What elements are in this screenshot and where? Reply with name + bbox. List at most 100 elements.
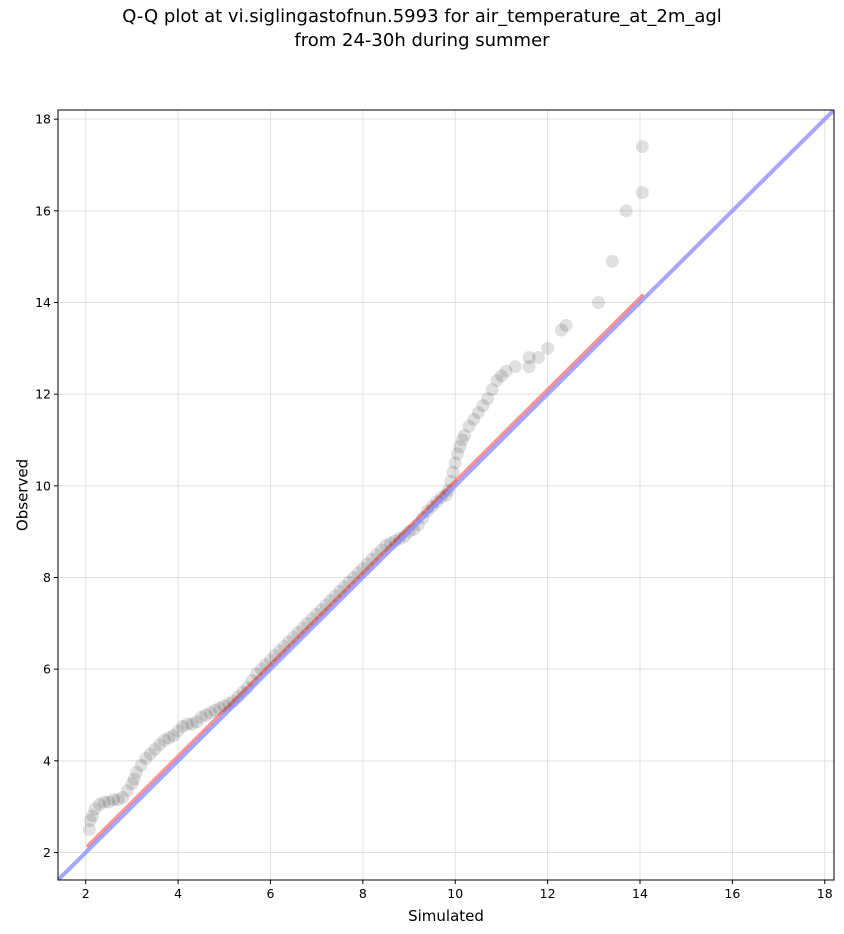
data-point xyxy=(508,360,522,374)
data-point xyxy=(471,406,485,419)
data-point xyxy=(139,752,153,766)
data-point xyxy=(448,456,462,470)
data-point xyxy=(481,392,495,406)
data-point xyxy=(116,791,130,804)
y-tick-label: 6 xyxy=(43,662,51,677)
x-tick-label: 12 xyxy=(540,886,556,901)
data-point xyxy=(591,296,605,309)
points-layer xyxy=(82,140,649,837)
data-point xyxy=(176,719,190,733)
x-tick-label: 10 xyxy=(447,886,463,901)
y-tick: 8 xyxy=(43,570,58,585)
x-tick-label: 8 xyxy=(359,886,367,901)
data-point xyxy=(194,710,208,724)
y-tick-label: 12 xyxy=(35,387,51,402)
data-point xyxy=(619,204,633,218)
x-tick: 4 xyxy=(174,880,182,901)
data-point xyxy=(476,399,490,413)
x-tick: 12 xyxy=(540,880,556,901)
x-tick-label: 14 xyxy=(632,886,648,901)
data-point xyxy=(153,738,167,752)
data-point xyxy=(559,318,573,332)
x-tick-label: 18 xyxy=(817,886,833,901)
data-point xyxy=(457,428,471,442)
fit-line xyxy=(86,293,645,848)
y-tick: 2 xyxy=(43,845,58,860)
data-point xyxy=(635,186,649,199)
x-tick: 16 xyxy=(724,880,740,901)
data-point xyxy=(522,360,536,374)
y-tick-label: 16 xyxy=(35,203,51,218)
data-point xyxy=(88,802,102,816)
x-tick-label: 2 xyxy=(82,886,90,901)
data-point xyxy=(148,742,162,756)
data-point xyxy=(185,717,199,731)
y-tick: 18 xyxy=(35,112,58,127)
data-point xyxy=(462,419,476,433)
y-tick-label: 18 xyxy=(35,112,51,127)
chart-title-line-1: Q-Q plot at vi.siglingastofnun.5993 for … xyxy=(122,6,722,27)
data-point xyxy=(446,465,460,479)
y-tick: 4 xyxy=(43,753,58,768)
x-tick: 10 xyxy=(447,880,463,901)
data-point xyxy=(190,715,204,729)
y-axis-label: Observed xyxy=(13,459,31,531)
data-point xyxy=(143,747,157,761)
x-tick-label: 16 xyxy=(724,886,740,901)
data-point xyxy=(531,351,545,364)
data-point xyxy=(522,351,536,364)
y-tick: 16 xyxy=(35,203,58,218)
y-tick-label: 10 xyxy=(35,478,51,493)
data-point xyxy=(208,703,222,717)
y-tick: 6 xyxy=(43,662,58,677)
data-point xyxy=(130,765,144,779)
x-axis-ticks: 2 4 6 8 10 12 14 16 18 xyxy=(82,880,833,901)
data-point xyxy=(82,823,96,837)
data-point xyxy=(134,758,148,772)
data-point xyxy=(213,701,227,715)
y-axis-ticks: 2 4 6 8 10 12 14 16 18 xyxy=(35,112,58,860)
data-point xyxy=(166,729,180,743)
y-tick-label: 4 xyxy=(43,753,51,768)
plot-frame xyxy=(57,109,835,881)
x-axis-label: Simulated xyxy=(408,907,484,925)
data-point xyxy=(180,717,194,731)
grid-layer xyxy=(58,110,834,880)
data-point xyxy=(490,373,504,387)
fit-line-layer xyxy=(86,293,645,848)
x-tick-label: 4 xyxy=(174,886,182,901)
data-point xyxy=(120,784,134,798)
data-point xyxy=(171,724,185,738)
data-point xyxy=(125,777,139,791)
x-tick: 18 xyxy=(817,880,833,901)
data-point xyxy=(106,793,120,807)
y-tick: 14 xyxy=(35,295,58,310)
data-point xyxy=(86,809,100,823)
data-point xyxy=(93,797,107,811)
data-point xyxy=(97,795,111,809)
data-point xyxy=(499,364,513,378)
data-point xyxy=(203,706,217,720)
y-tick: 12 xyxy=(35,387,58,402)
data-point xyxy=(554,323,568,337)
data-point xyxy=(605,254,619,268)
data-point xyxy=(541,341,555,355)
data-point xyxy=(83,813,97,827)
data-point xyxy=(451,447,465,461)
y-tick-label: 8 xyxy=(43,570,51,585)
chart-title-line-2: from 24-30h during summer xyxy=(294,30,550,51)
data-point xyxy=(453,440,467,454)
data-point xyxy=(102,795,116,809)
x-tick: 14 xyxy=(632,880,648,901)
x-tick-label: 6 xyxy=(266,886,274,901)
data-point xyxy=(467,412,481,426)
data-point xyxy=(494,369,508,383)
data-point xyxy=(485,383,499,397)
x-tick: 6 xyxy=(266,880,274,901)
identity-line xyxy=(58,110,834,880)
identity-line-layer xyxy=(58,110,834,880)
data-point xyxy=(162,731,176,745)
y-tick: 10 xyxy=(35,478,58,493)
